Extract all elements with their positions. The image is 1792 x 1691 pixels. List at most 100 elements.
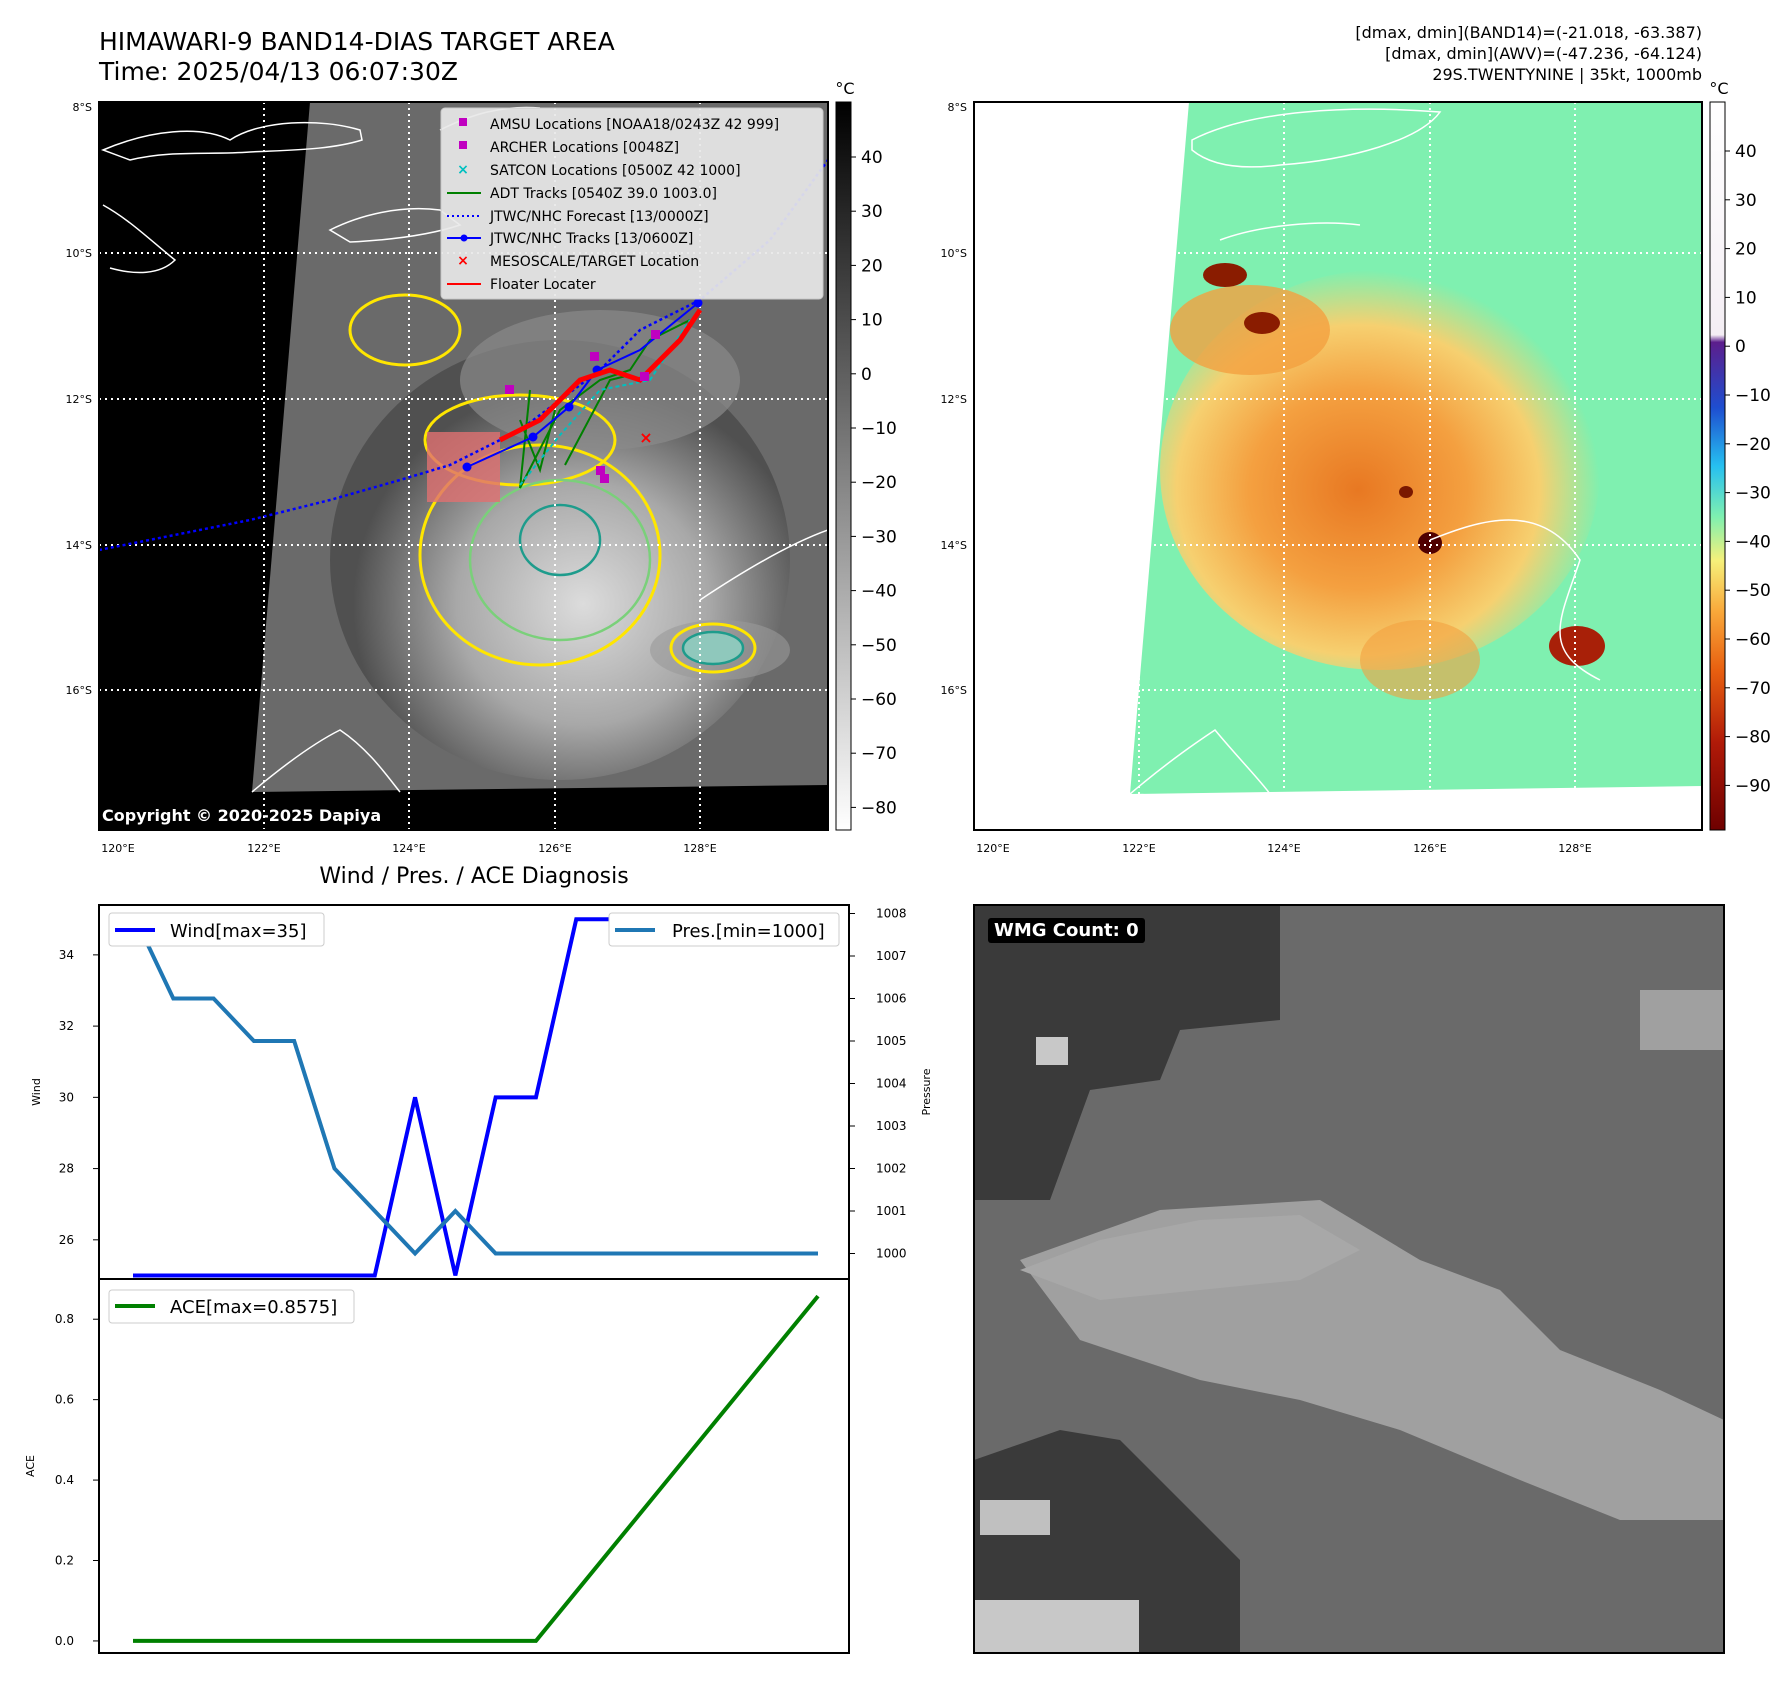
wmg-frame [973,904,1725,1654]
awv-gridlines [974,102,1702,830]
coastline-east [699,529,828,601]
wind-y-tick-label: 34 [59,948,74,962]
right-lat-10s: 10°S [941,247,967,260]
right-lon-128e: 128°E [1558,842,1591,855]
pressure-y-tick-label: 1006 [876,992,907,1006]
band14-colorbar-tick-label: −60 [861,690,897,710]
pressure-legend: Pres.[min=1000] [608,912,840,947]
awv-colorbar-tick-label: −50 [1735,581,1771,601]
ace-legend: ACE[max=0.8575] [108,1289,355,1324]
pressure-axis-label: Pressure [920,1068,933,1115]
pressure-legend-label: Pres.[min=1000] [672,921,825,942]
right-map-lat-labels: 8°S 10°S 12°S 14°S 16°S [941,101,967,697]
floater-locater [498,308,703,443]
legend-satcon-marker: × [457,162,469,178]
left-lon-124e: 124°E [392,842,425,855]
awv-coastline-3 [1429,519,1601,681]
wind-y-tick-label: 28 [59,1162,74,1176]
ace-y-tick-label: 0.4 [55,1473,74,1487]
awv-patch-2 [1360,620,1480,700]
contour-teal [518,503,602,577]
contour-yellow [418,443,662,667]
wind-axis-label: Wind [30,1078,43,1106]
pressure-y-tick-label: 1000 [876,1247,907,1261]
awv-colorbar-tick-label: 40 [1735,142,1757,162]
figure-title: HIMAWARI-9 BAND14-DIAS TARGET AREA [99,27,615,56]
right-lon-122e: 122°E [1122,842,1155,855]
pressure-series-line [131,912,818,1257]
wind-y-tick-label: 32 [59,1019,74,1033]
figure-time: Time: 2025/04/13 06:07:30Z [98,57,458,86]
awv-map-panel [974,102,1702,830]
band14-map-frame [98,101,829,831]
left-lon-120e: 120°E [101,842,134,855]
wmg-panel [973,904,1725,1654]
left-lon-128e: 128°E [683,842,716,855]
legend-tracks-point [460,234,468,242]
copyright-notice: Copyright © 2020-2025 Dapiya [102,806,382,825]
left-lat-16s: 16°S [66,684,92,697]
legend-adt: ADT Tracks [0540Z 39.0 1003.0] [490,186,717,202]
pressure-y-tick-label: 1004 [876,1077,907,1091]
legend-forecast: JTWC/NHC Forecast [13/0000Z] [489,209,709,225]
info-storm: 29S.TWENTYNINE | 35kt, 1000mb [1432,65,1702,84]
band14-colorbar-tick-label: −50 [861,636,897,656]
wmg-bright-patch-1 [1036,1037,1068,1065]
awv-colorbar-tick-label: −60 [1735,630,1771,650]
awv-colorbar-tick-label: −80 [1735,728,1771,748]
awv-colorbar-tick-label: −40 [1735,532,1771,552]
awv-cold-spot-3 [1399,486,1413,498]
coastline-java [100,121,363,161]
wmg-bright-patch-3 [974,1600,1139,1653]
legend-amsu-marker [459,118,467,126]
band14-colorbar-tick-label: −20 [861,473,897,493]
contour-yellow-island [669,622,757,674]
right-lat-14s: 14°S [941,539,967,552]
band14-colorbar-tick-label: 10 [861,311,883,331]
map-legend: AMSU Locations [NOAA18/0243Z 42 999] ARC… [440,107,824,300]
band14-map-panel: × AMSU Locations [NOAA18/0243Z 42 999] A… [99,102,828,830]
pressure-y-tick-label: 1003 [876,1119,907,1133]
ace-series-line [133,1294,820,1643]
awv-colorbar-tick-label: −30 [1735,484,1771,504]
awv-colorbar-tick-label: 10 [1735,288,1757,308]
ace-axes [98,1278,850,1654]
target-marker: × [639,428,652,447]
legend-floater: Floater Locater [490,277,596,293]
right-lat-12s: 12°S [941,393,967,406]
amsu-archer-markers [505,330,660,483]
left-map-lat-labels: 8°S 10°S 12°S 14°S 16°S [66,101,92,697]
info-band14: [dmax, dmin](BAND14)=(-21.018, -63.387) [1355,23,1702,42]
info-awv: [dmax, dmin](AWV)=(-47.236, -64.124) [1385,44,1702,63]
awv-cold-spot-2 [1244,312,1280,334]
band14-colorbar-tick-label: 30 [861,202,883,222]
band14-colorbar: °C 40 30 20 10 0 −10 −20 −30 −40 −50 −60 −70 −80 [835,79,897,831]
coastline-sumba [102,204,177,274]
legend-target: MESOSCALE/TARGET Location [490,254,699,270]
band14-colorbar-tick-label: −70 [861,744,897,764]
wmg-dark-region-2 [974,1430,1240,1653]
awv-cold-spot-1 [1203,263,1247,287]
legend-amsu: AMSU Locations [NOAA18/0243Z 42 999] [490,117,779,133]
left-lat-12s: 12°S [66,393,92,406]
coastline-australia [251,729,401,793]
awv-colorbar-tick-label: −70 [1735,679,1771,699]
legend-archer-marker [459,141,467,149]
awv-coastline-4 [1129,729,1271,795]
left-lon-126e: 126°E [538,842,571,855]
contour-yellow-3 [348,293,462,367]
wmg-dark-region-1 [974,905,1280,1200]
awv-coastline-1 [1191,108,1442,168]
legend-tracks: JTWC/NHC Tracks [13/0600Z] [489,231,693,247]
wmg-bright-patch-2 [980,1500,1050,1535]
legend-satcon: SATCON Locations [0500Z 42 1000] [490,163,741,179]
pressure-y-tick-label: 1007 [876,949,907,963]
right-lon-126e: 126°E [1413,842,1446,855]
awv-colorbar-tick-label: 0 [1735,337,1746,357]
legend-archer: ARCHER Locations [0048Z] [490,140,679,156]
jtwc-tracks [466,302,699,468]
left-lon-122e: 122°E [247,842,280,855]
left-lat-10s: 10°S [66,247,92,260]
awv-colorbar-tick-label: −10 [1735,386,1771,406]
wind-pressure-axes [98,904,850,1280]
